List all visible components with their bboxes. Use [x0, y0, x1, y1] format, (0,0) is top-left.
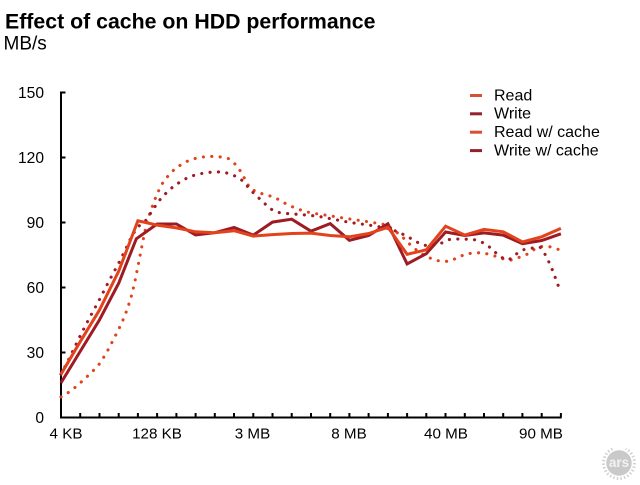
svg-text:Effect of cache on HDD perform: Effect of cache on HDD performance — [5, 9, 376, 33]
svg-text:8 MB: 8 MB — [331, 426, 366, 443]
svg-text:MB/s: MB/s — [4, 33, 47, 54]
svg-text:150: 150 — [18, 85, 44, 102]
svg-text:Read w/ cache: Read w/ cache — [494, 124, 600, 141]
svg-text:ars: ars — [609, 455, 629, 470]
svg-text:90 MB: 90 MB — [519, 426, 563, 443]
svg-text:Write: Write — [494, 106, 531, 123]
svg-text:3 MB: 3 MB — [235, 426, 270, 443]
svg-text:0: 0 — [35, 410, 44, 427]
svg-text:Read: Read — [494, 87, 532, 104]
svg-text:120: 120 — [18, 150, 44, 167]
svg-text:60: 60 — [27, 280, 45, 297]
svg-text:30: 30 — [27, 345, 45, 362]
svg-text:128 KB: 128 KB — [132, 426, 182, 443]
svg-text:90: 90 — [27, 215, 45, 232]
svg-text:4 KB: 4 KB — [50, 426, 83, 443]
svg-text:Write w/ cache: Write w/ cache — [494, 142, 599, 159]
svg-text:40 MB: 40 MB — [424, 426, 468, 443]
